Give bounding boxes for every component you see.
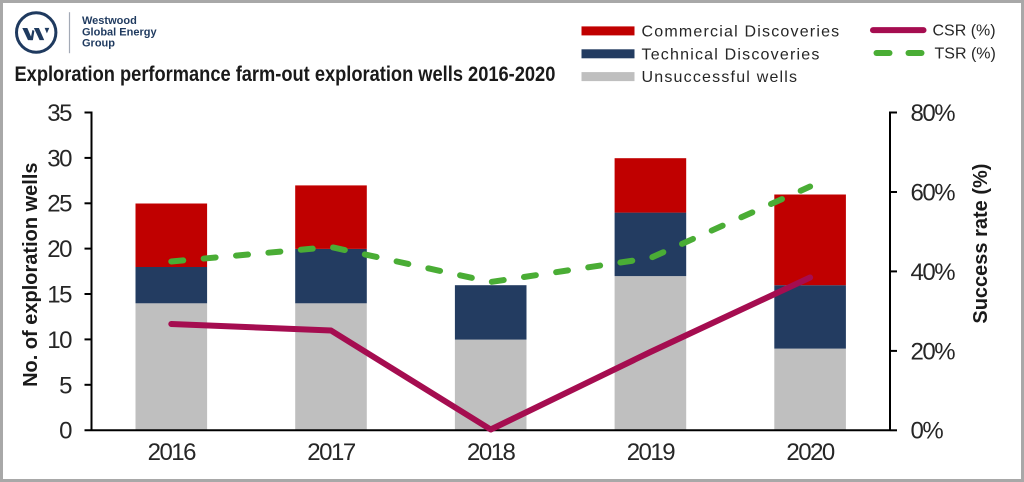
svg-text:Westwood: Westwood xyxy=(82,15,137,27)
svg-text:15: 15 xyxy=(47,282,72,309)
svg-text:CSR (%): CSR (%) xyxy=(933,23,996,40)
svg-text:20%: 20% xyxy=(911,338,956,365)
svg-text:60%: 60% xyxy=(911,179,956,206)
svg-text:30: 30 xyxy=(47,145,72,172)
svg-text:2017: 2017 xyxy=(307,439,356,466)
svg-text:Exploration performance farm-o: Exploration performance farm-out explora… xyxy=(15,63,556,86)
svg-text:25: 25 xyxy=(47,191,72,218)
svg-text:0%: 0% xyxy=(911,418,944,445)
svg-text:Commercial Discoveries: Commercial Discoveries xyxy=(642,24,841,41)
svg-text:2016: 2016 xyxy=(148,439,197,466)
svg-text:40%: 40% xyxy=(911,259,956,286)
svg-text:10: 10 xyxy=(47,327,72,354)
svg-text:20: 20 xyxy=(47,236,72,263)
svg-text:35: 35 xyxy=(47,100,72,127)
svg-text:5: 5 xyxy=(59,372,72,399)
svg-text:No. of exploration wells: No. of exploration wells xyxy=(20,162,42,386)
svg-text:2019: 2019 xyxy=(627,439,676,466)
svg-text:80%: 80% xyxy=(911,100,956,127)
svg-text:0: 0 xyxy=(59,418,72,445)
svg-text:TSR (%): TSR (%) xyxy=(935,46,996,63)
svg-text:Unsuccessful wells: Unsuccessful wells xyxy=(642,69,799,86)
svg-text:Technical Discoveries: Technical Discoveries xyxy=(642,46,821,63)
svg-text:2020: 2020 xyxy=(786,439,835,466)
svg-text:Success rate (%): Success rate (%) xyxy=(970,164,992,324)
svg-text:Global Energy: Global Energy xyxy=(82,26,157,38)
svg-text:2018: 2018 xyxy=(467,439,516,466)
svg-text:Group: Group xyxy=(82,38,115,50)
